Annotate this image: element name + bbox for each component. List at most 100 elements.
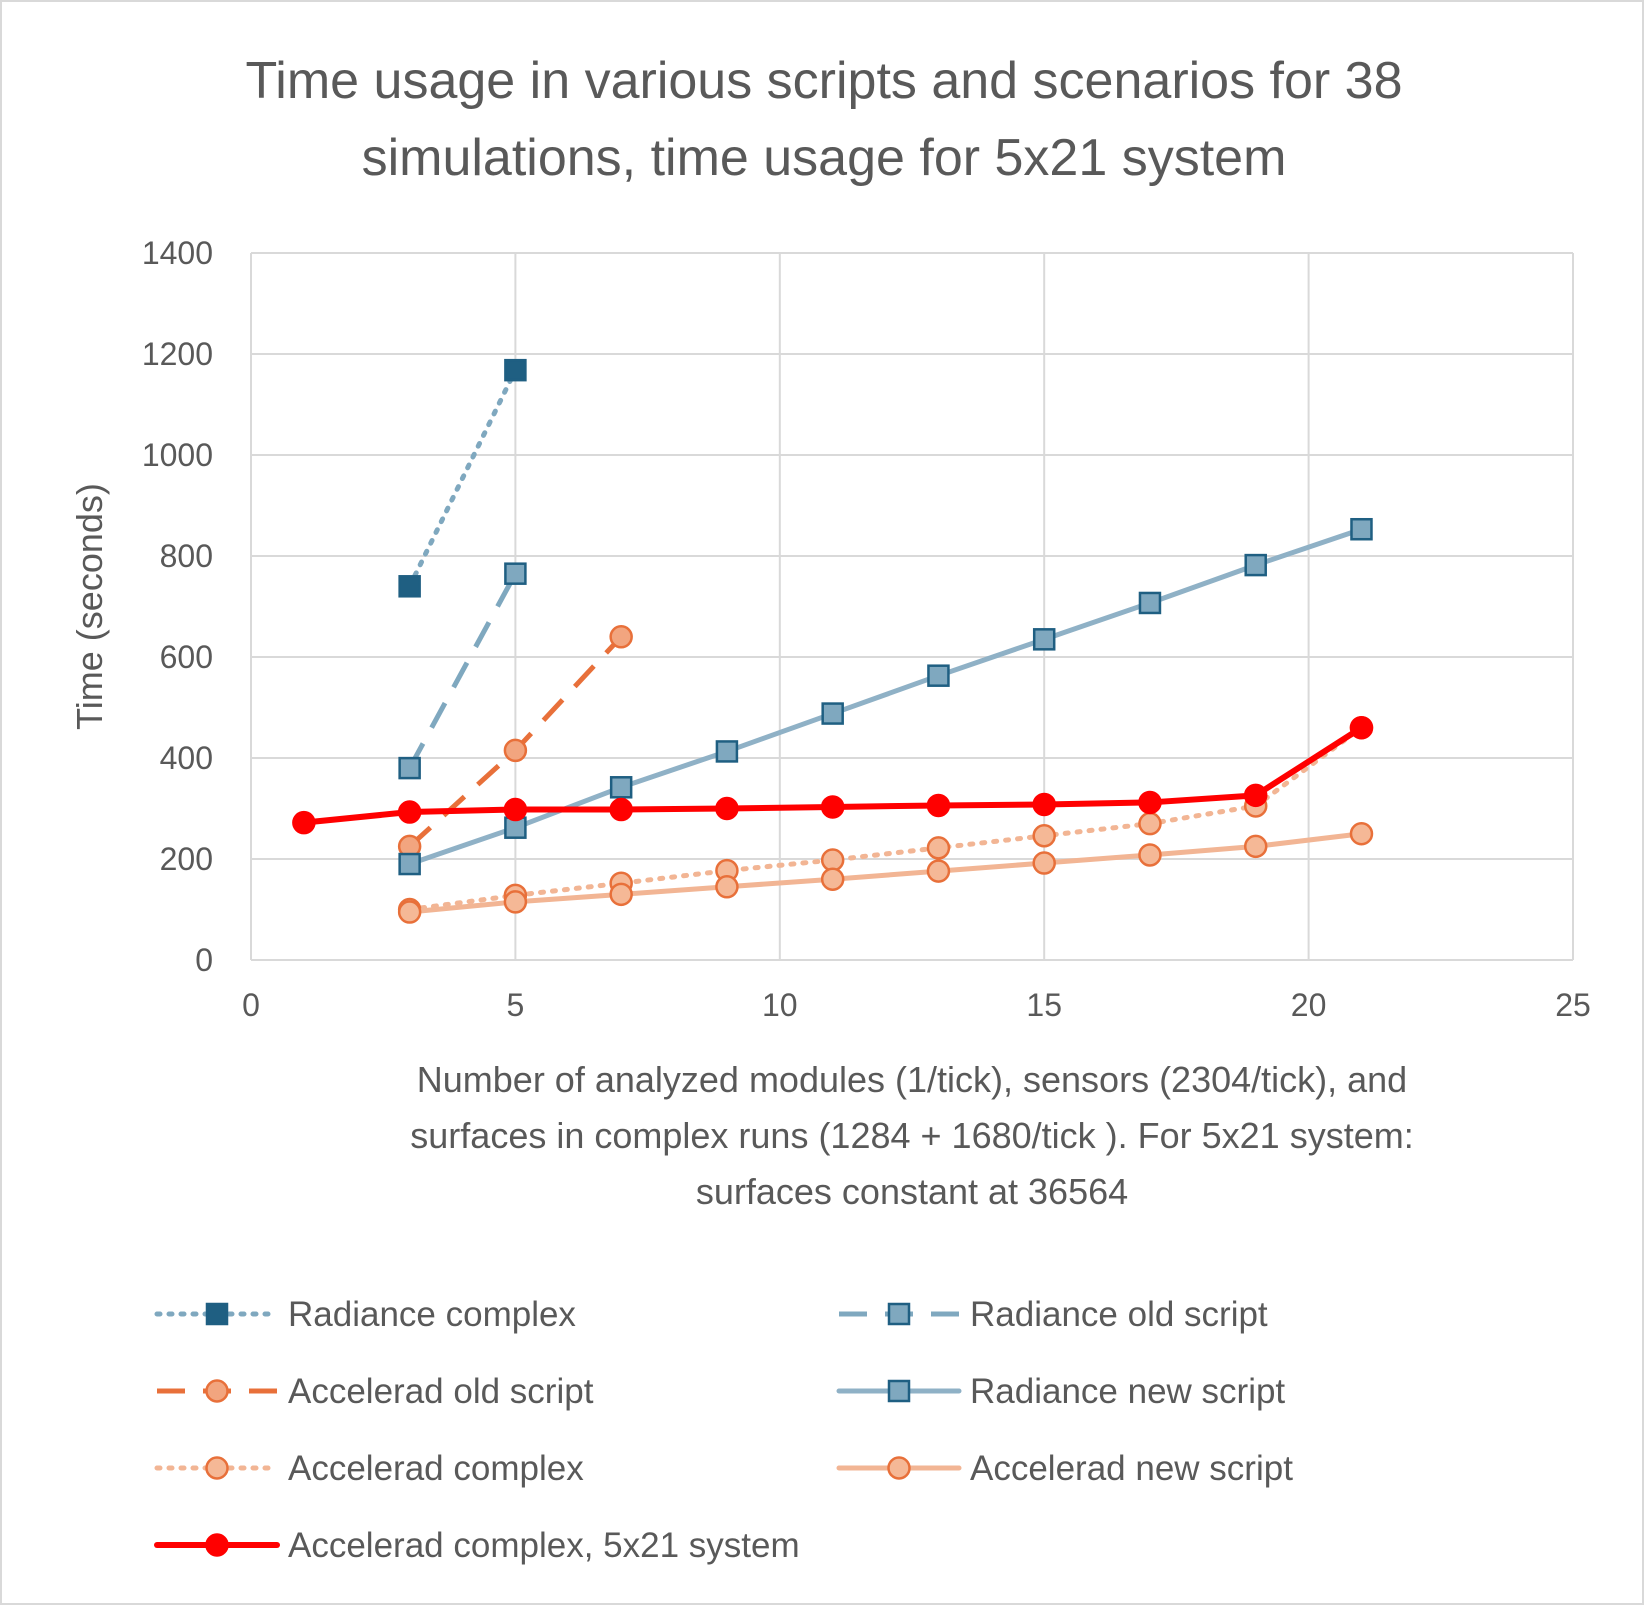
- data-point: [1243, 783, 1268, 808]
- data-point: [820, 867, 845, 891]
- y-tick-label: 600: [160, 639, 213, 675]
- legend-swatch-marker: [205, 1533, 229, 1557]
- data-point: [397, 900, 422, 924]
- x-axis-title-line: surfaces constant at 36564: [696, 1171, 1128, 1212]
- chart-title-line: Time usage in various scripts and scenar…: [245, 52, 1402, 110]
- data-point: [820, 795, 845, 819]
- legend-swatch-marker: [887, 1302, 911, 1326]
- legend-item: Accelerad new script: [836, 1449, 1293, 1488]
- data-point: [1349, 715, 1374, 740]
- data-point: [1138, 843, 1162, 867]
- data-point: [820, 848, 845, 872]
- chart-title-line: simulations, time usage for 5x21 system: [362, 129, 1287, 187]
- legend-swatch-marker: [887, 1379, 911, 1403]
- data-point: [1032, 824, 1056, 848]
- y-tick-label: 800: [160, 538, 213, 574]
- legend-item: Accelerad complex, 5x21 system: [154, 1526, 800, 1565]
- data-point: [1138, 811, 1162, 836]
- data-point: [1350, 517, 1373, 541]
- data-point: [609, 882, 633, 907]
- data-point: [503, 797, 528, 822]
- data-point: [927, 664, 950, 687]
- series-line: [407, 725, 1364, 912]
- x-tick-label: 25: [1555, 987, 1591, 1023]
- y-tick-label: 400: [160, 740, 213, 776]
- data-point: [1032, 851, 1056, 875]
- y-tick-label: 1400: [142, 235, 213, 271]
- legend-swatch-marker: [205, 1302, 229, 1326]
- plot-series: [292, 358, 1374, 924]
- y-tick-labels: 0 200 400 600 800 1000 1200 1400: [142, 235, 213, 978]
- y-tick-label: 1200: [142, 336, 213, 372]
- data-point: [503, 738, 528, 763]
- legend-label: Accelerad complex, 5x21 system: [288, 1526, 800, 1565]
- legend-swatch-marker: [205, 1456, 229, 1480]
- y-tick-label: 0: [195, 942, 213, 978]
- data-point: [503, 890, 528, 914]
- data-point: [609, 776, 633, 799]
- x-tick-label: 0: [242, 987, 260, 1023]
- data-point: [504, 358, 527, 382]
- data-point: [715, 875, 739, 899]
- y-axis-title-text: Time (seconds): [69, 483, 110, 730]
- y-tick-label: 200: [160, 841, 213, 877]
- series-6: [292, 715, 1374, 835]
- y-tick-label: 1000: [142, 437, 213, 473]
- legend-item: Accelerad complex: [154, 1449, 584, 1488]
- data-point: [397, 800, 422, 824]
- data-point: [398, 575, 421, 598]
- series-1: [398, 562, 527, 780]
- y-axis-title: Time (seconds): [69, 483, 110, 730]
- data-point: [1032, 628, 1056, 651]
- x-tick-label: 5: [507, 987, 525, 1023]
- data-point: [821, 702, 844, 725]
- legend-swatch-marker: [205, 1379, 229, 1403]
- data-point: [398, 852, 421, 876]
- series-line: [407, 367, 518, 589]
- data-point: [398, 756, 421, 780]
- data-point: [1138, 790, 1162, 815]
- data-point: [292, 810, 316, 835]
- legend: Radiance complex Radiance old script Accel…: [154, 1295, 1293, 1565]
- legend-label: Accelerad old script: [288, 1372, 594, 1411]
- x-axis-title: Number of analyzed modules (1/tick), sen…: [410, 1059, 1413, 1212]
- x-axis-title-line: Number of analyzed modules (1/tick), sen…: [417, 1059, 1407, 1100]
- legend-label: Accelerad new script: [970, 1449, 1293, 1488]
- legend-label: Accelerad complex: [288, 1449, 584, 1488]
- legend-label: Radiance old script: [970, 1295, 1268, 1334]
- series-5: [397, 822, 1374, 924]
- data-point: [926, 836, 951, 860]
- series-line: [407, 572, 518, 770]
- data-point: [926, 793, 951, 818]
- gridlines: [250, 252, 1574, 961]
- data-point: [1032, 792, 1056, 817]
- data-point: [715, 796, 739, 821]
- data-point: [715, 740, 739, 763]
- x-tick-label: 10: [762, 987, 798, 1023]
- x-tick-label: 15: [1026, 987, 1062, 1023]
- legend-label: Radiance complex: [288, 1295, 576, 1334]
- legend-item: Radiance old script: [839, 1295, 1268, 1334]
- data-point: [1138, 591, 1162, 615]
- x-axis-title-line: surfaces in complex runs (1284 + 1680/ti…: [410, 1115, 1413, 1156]
- series-0: [398, 358, 527, 598]
- data-point: [926, 859, 951, 883]
- x-tick-labels: 0 5 10 15 20 25: [242, 987, 1591, 1023]
- legend-item: Radiance complex: [154, 1295, 576, 1334]
- legend-item: Accelerad old script: [157, 1372, 594, 1411]
- data-point: [504, 562, 527, 585]
- legend-item: Radiance new script: [836, 1372, 1285, 1411]
- series-line: [407, 831, 1364, 915]
- data-point: [1243, 834, 1268, 859]
- data-point: [1349, 822, 1374, 846]
- chart-title: Time usage in various scripts and scenar…: [245, 52, 1402, 187]
- data-point: [609, 797, 633, 822]
- legend-label: Radiance new script: [970, 1372, 1285, 1411]
- series-3: [398, 517, 1373, 876]
- legend-swatch-marker: [887, 1456, 911, 1480]
- x-tick-label: 20: [1291, 987, 1327, 1023]
- data-point: [1244, 553, 1267, 577]
- data-point: [609, 625, 633, 649]
